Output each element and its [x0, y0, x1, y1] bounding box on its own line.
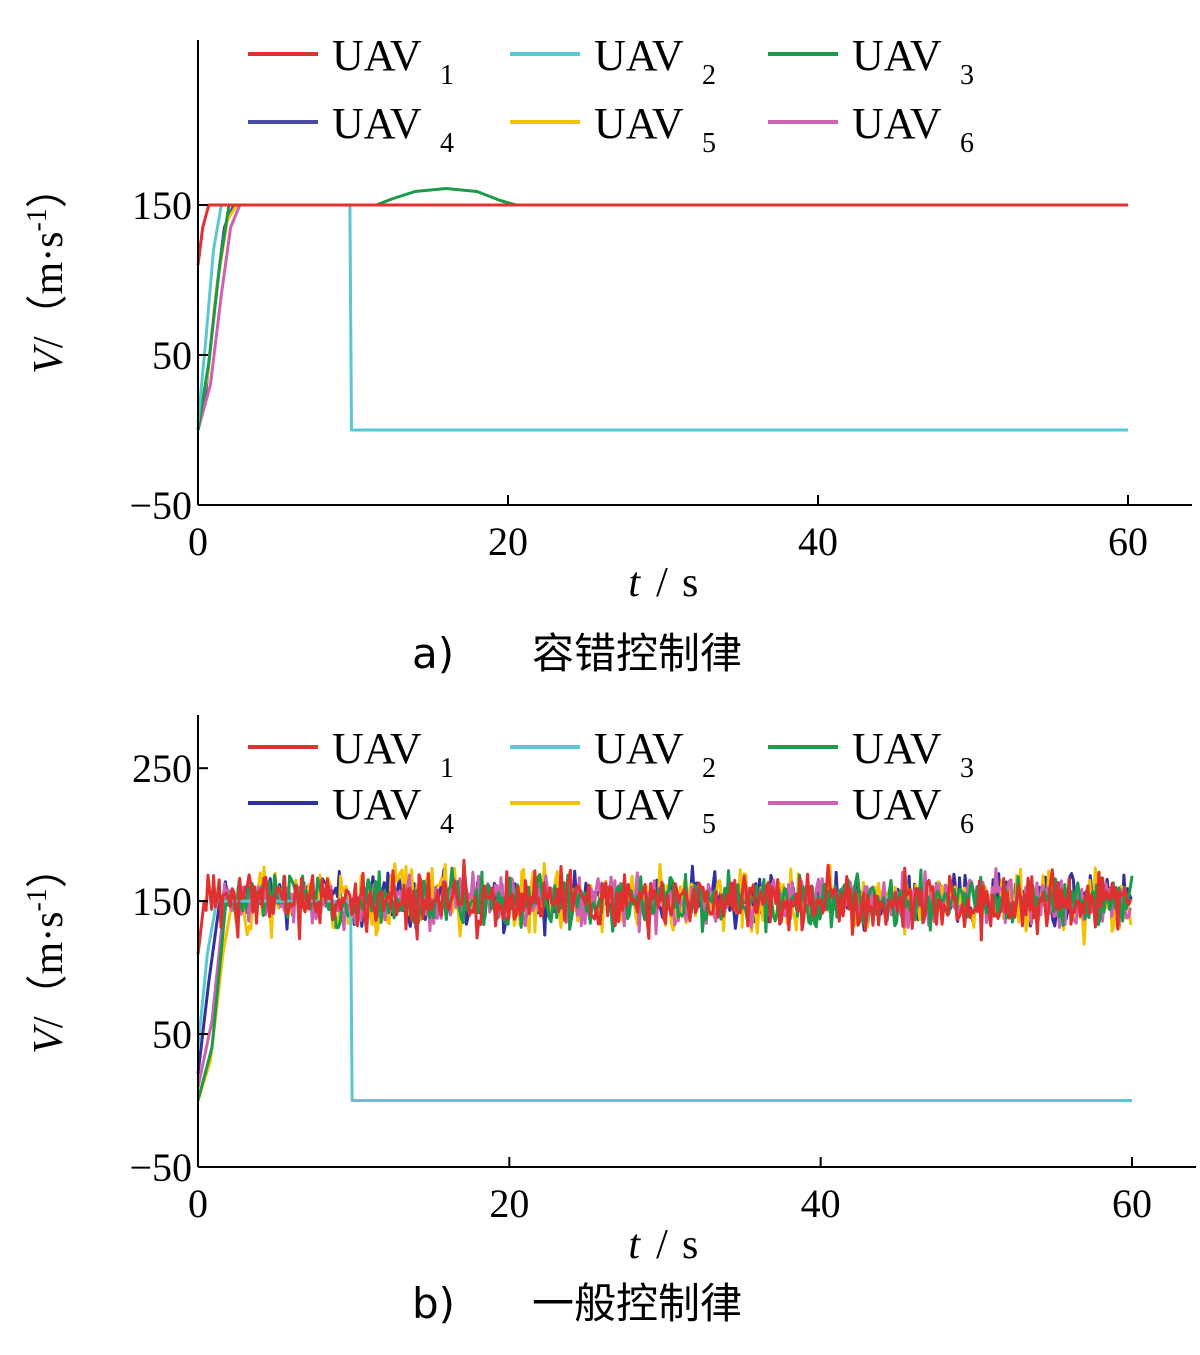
- y-tick-label: 150: [132, 183, 192, 228]
- svg-text:t: t: [628, 1222, 641, 1268]
- x-tick-label: 40: [798, 519, 838, 564]
- axes-a: 0 20 40 60 −50 50 150: [129, 40, 1192, 564]
- legend-label: UAV: [594, 99, 684, 148]
- legend-subscript: 4: [440, 128, 454, 159]
- y-tick-label: 150: [132, 879, 192, 924]
- legend-item-uav6: UAV 6: [768, 780, 974, 840]
- legend-label: UAV: [852, 99, 942, 148]
- x-tick-label: 20: [489, 1181, 529, 1226]
- series-line-uav3: [196, 187, 1128, 431]
- legend-item-uav5: UAV 5: [510, 99, 716, 159]
- y-tick-label: 50: [152, 333, 192, 378]
- x-tick-label: 0: [188, 1181, 208, 1226]
- series-layer-b: [196, 858, 1134, 1102]
- legend-subscript: 2: [702, 60, 716, 91]
- series-line-uav4: [196, 203, 1128, 431]
- legend-label: UAV: [594, 780, 684, 829]
- legend-subscript: 6: [960, 809, 974, 840]
- x-tick-label: 60: [1108, 519, 1148, 564]
- x-tick-label: 60: [1112, 1181, 1152, 1226]
- legend-label: UAV: [332, 31, 422, 80]
- x-tick-label: 40: [801, 1181, 841, 1226]
- series-line-uav5: [196, 203, 1128, 423]
- legend-label: UAV: [852, 780, 942, 829]
- legend-item-uav1: UAV 1: [248, 724, 454, 784]
- x-tick-label: 0: [188, 519, 208, 564]
- svg-text:一般控制律: 一般控制律: [532, 1279, 742, 1328]
- y-axis-label-b: V/（m·s-1）: [22, 846, 72, 1054]
- y-tick-label: −50: [129, 1145, 192, 1190]
- svg-text:s: s: [682, 560, 698, 606]
- series-line-uav1: [196, 858, 1133, 955]
- legend-item-uav6: UAV 6: [768, 99, 974, 159]
- legend-subscript: 4: [440, 809, 454, 840]
- y-axis-label-a: V/（m·s-1）: [22, 166, 72, 374]
- series-line-uav1: [196, 203, 1128, 266]
- series-layer-a: [196, 187, 1128, 432]
- y-tick-label: 250: [132, 746, 192, 791]
- legend-item-uav2: UAV 2: [510, 31, 716, 91]
- legend-label: UAV: [332, 99, 422, 148]
- x-tick-label: 20: [488, 519, 528, 564]
- legend-subscript: 5: [702, 809, 716, 840]
- caption-b: b) 一般控制律: [412, 1279, 742, 1328]
- svg-text:V/（m·s-1）: V/（m·s-1）: [22, 166, 72, 374]
- series-line-uav6: [196, 203, 1128, 431]
- legend-item-uav2: UAV 2: [510, 724, 716, 784]
- svg-text:t: t: [628, 560, 641, 606]
- series-line-uav2: [196, 899, 1132, 1102]
- legend-subscript: 3: [960, 60, 974, 91]
- caption-a: a) 容错控制律: [412, 629, 742, 678]
- svg-text:b): b): [412, 1279, 455, 1328]
- axes-b: 0 20 40 60 −50 50 150 250: [129, 715, 1196, 1226]
- legend-label: UAV: [852, 724, 942, 773]
- legend-b: UAV 1 UAV 2 UAV 3 UAV 4 UAV 5 UAV 6: [248, 724, 974, 840]
- legend-label: UAV: [852, 31, 942, 80]
- svg-text:容错控制律: 容错控制律: [532, 629, 742, 678]
- legend-item-uav3: UAV 3: [768, 724, 974, 784]
- legend-subscript: 5: [702, 128, 716, 159]
- x-axis-label-a: t / s: [628, 560, 698, 606]
- legend-item-uav4: UAV 4: [248, 780, 454, 840]
- x-axis-label-b: t / s: [628, 1222, 698, 1268]
- legend-subscript: 3: [960, 753, 974, 784]
- svg-text:/: /: [656, 560, 668, 606]
- legend-label: UAV: [594, 31, 684, 80]
- legend-label: UAV: [594, 724, 684, 773]
- series-line-uav2: [196, 203, 1128, 432]
- legend-subscript: 1: [440, 60, 454, 91]
- y-tick-label: 50: [152, 1012, 192, 1057]
- svg-text:a): a): [412, 629, 454, 678]
- legend-subscript: 6: [960, 128, 974, 159]
- legend-label: UAV: [332, 724, 422, 773]
- legend-item-uav3: UAV 3: [768, 31, 974, 91]
- svg-text:s: s: [682, 1222, 698, 1268]
- legend-item-uav5: UAV 5: [510, 780, 716, 840]
- y-tick-label: −50: [129, 483, 192, 528]
- legend-a: UAV 1 UAV 2 UAV 3 UAV 4 UAV 5 UAV 6: [248, 31, 974, 159]
- legend-subscript: 1: [440, 753, 454, 784]
- svg-text:/: /: [656, 1222, 668, 1268]
- panel-a: 0 20 40 60 −50 50 150 UAV 1 UAV 2 UAV 3 UAV 4 UAV 5 UAV 6…: [22, 31, 1192, 678]
- legend-item-uav1: UAV 1: [248, 31, 454, 91]
- legend-item-uav4: UAV 4: [248, 99, 454, 159]
- legend-label: UAV: [332, 780, 422, 829]
- legend-subscript: 2: [702, 753, 716, 784]
- svg-text:V/（m·s-1）: V/（m·s-1）: [22, 846, 72, 1054]
